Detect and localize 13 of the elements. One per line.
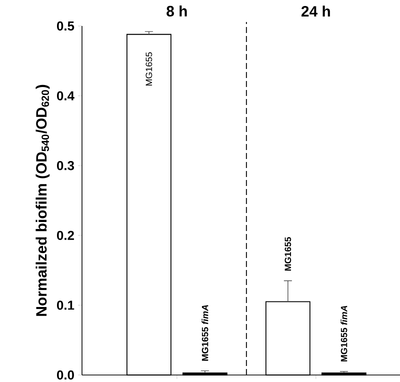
text: MG1655 fimA — [340, 306, 348, 362]
y-tick-label: 0.3 — [56, 161, 74, 170]
y-axis-title: Normailzed biofilm (OD$_{540}$/OD$_{620}$) — [36, 84, 50, 316]
y-tick-label: 0.4 — [56, 91, 74, 100]
text: MG1655 fimA — [202, 305, 208, 361]
text: MG1655 — [284, 237, 292, 271]
y-tick-label: 0.1 — [56, 300, 74, 310]
y-tick-label: 0.0 — [56, 370, 74, 380]
series-label: MG1655 — [146, 52, 152, 86]
y-tick-label: 0.2 — [56, 230, 74, 240]
x-tick-label: 8 h — [166, 6, 187, 16]
y-tick-label: 0.5 — [56, 21, 74, 31]
x-tick-label: 24 h — [301, 6, 330, 16]
